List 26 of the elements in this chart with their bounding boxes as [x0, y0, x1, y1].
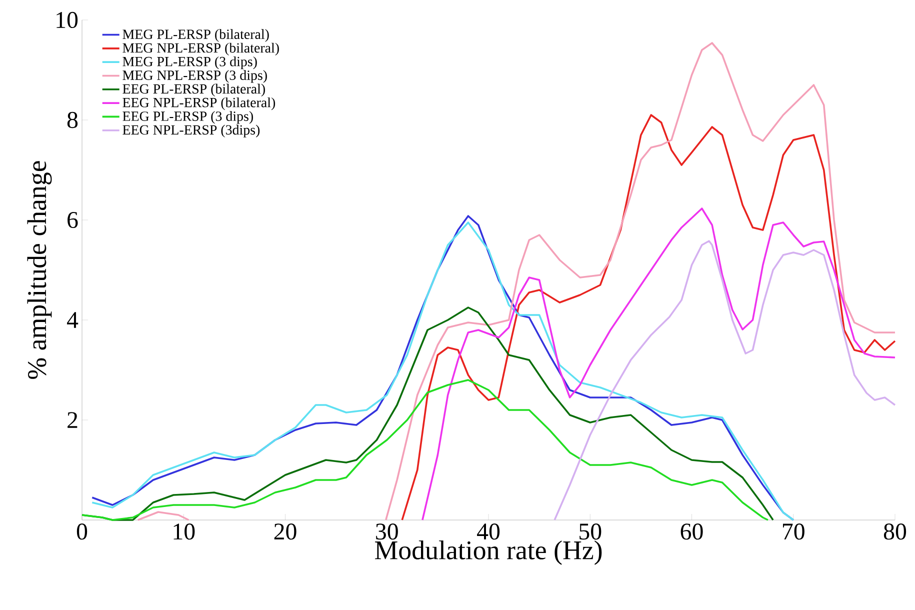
legend-label: EEG NPL-ERSP (3dips) [122, 124, 260, 138]
y-tick-label: 6 [68, 212, 78, 228]
legend-label: MEG PL-ERSP (3 dips) [122, 56, 257, 70]
x-tick-label: 60 [680, 524, 703, 540]
x-tick-label: 50 [580, 524, 602, 540]
line-series [554, 240, 896, 521]
y-tick-label: 2 [68, 412, 78, 428]
legend-label: MEG PL-ERSP (bilateral) [122, 29, 269, 42]
x-axis-title: Modulation rate (Hz) [375, 540, 602, 565]
legend-label: EEG PL-ERSP (3 dips) [122, 111, 253, 124]
y-tick-label: 4 [66, 312, 78, 328]
y-tick-label: 8 [67, 112, 78, 128]
x-tick-label: 80 [884, 524, 906, 540]
x-tick-label: 70 [783, 524, 804, 540]
x-tick-label: 30 [376, 524, 398, 540]
x-tick-label: 40 [477, 524, 500, 540]
legend-label: EEG NPL-ERSP (bilateral) [122, 97, 276, 110]
x-tick-label: 20 [274, 524, 296, 540]
y-axis-title: % amplitude change [27, 161, 52, 379]
x-tick-label: 10 [174, 524, 195, 540]
legend-label: MEG NPL-ERSP (bilateral) [122, 42, 279, 56]
line-series [401, 114, 896, 521]
legend-label: EEG PL-ERSP (bilateral) [122, 84, 265, 96]
y-tick-label: 10 [56, 12, 78, 28]
legend-label: MEG NPL-ERSP (3 dips) [122, 70, 267, 83]
x-tick-label: 0 [76, 524, 88, 540]
